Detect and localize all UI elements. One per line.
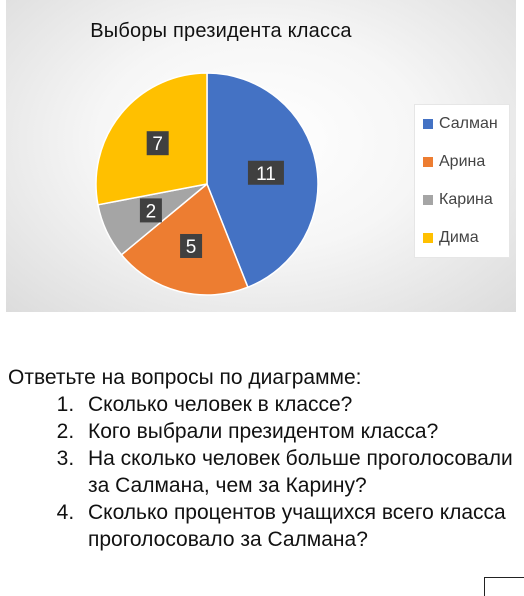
question-item: Сколько процентов учащихся всего класса …: [80, 499, 518, 553]
legend-item-karina: Карина: [423, 191, 493, 209]
legend-item-salman: Салман: [423, 115, 498, 133]
pie-chart: 11 5 2 7: [95, 72, 319, 296]
legend-label: Дима: [439, 229, 479, 246]
legend-label: Салман: [439, 115, 498, 132]
chart-title: Выборы президента класса: [90, 20, 352, 42]
question-item: Кого выбрали президентом класса?: [80, 418, 518, 445]
legend-item-arina: Арина: [423, 153, 485, 171]
data-label-bg-salman: [247, 160, 284, 185]
chart-legend: Салман Арина Карина Дима: [414, 104, 510, 258]
questions-section: Ответьте на вопросы по диаграмме: Скольк…: [8, 364, 518, 553]
legend-label: Арина: [439, 153, 486, 170]
questions-intro: Ответьте на вопросы по диаграмме:: [8, 366, 362, 389]
question-item: На сколько человек больше проголосовали …: [80, 445, 518, 499]
data-label-dima: 7: [152, 134, 163, 155]
legend-swatch: [423, 157, 433, 167]
data-label-karina: 2: [146, 201, 157, 222]
legend-swatch: [423, 195, 433, 205]
data-label-arina: 5: [186, 237, 197, 258]
answer-box-corner: [484, 577, 524, 596]
legend-item-dima: Дима: [423, 229, 479, 247]
legend-swatch: [423, 233, 433, 243]
legend-label: Карина: [439, 191, 493, 208]
data-label-salman: 11: [256, 164, 276, 185]
data-label-bg-karina: [139, 198, 162, 223]
data-label-bg-dima: [146, 131, 169, 156]
data-label-bg-arina: [180, 233, 203, 258]
legend-swatch: [423, 119, 433, 129]
questions-list: Сколько человек в классе?Кого выбрали пр…: [8, 391, 518, 553]
chart-panel: Выборы президента класса 11 5 2 7 Салман Ари…: [6, 0, 516, 312]
question-item: Сколько человек в классе?: [80, 391, 518, 418]
